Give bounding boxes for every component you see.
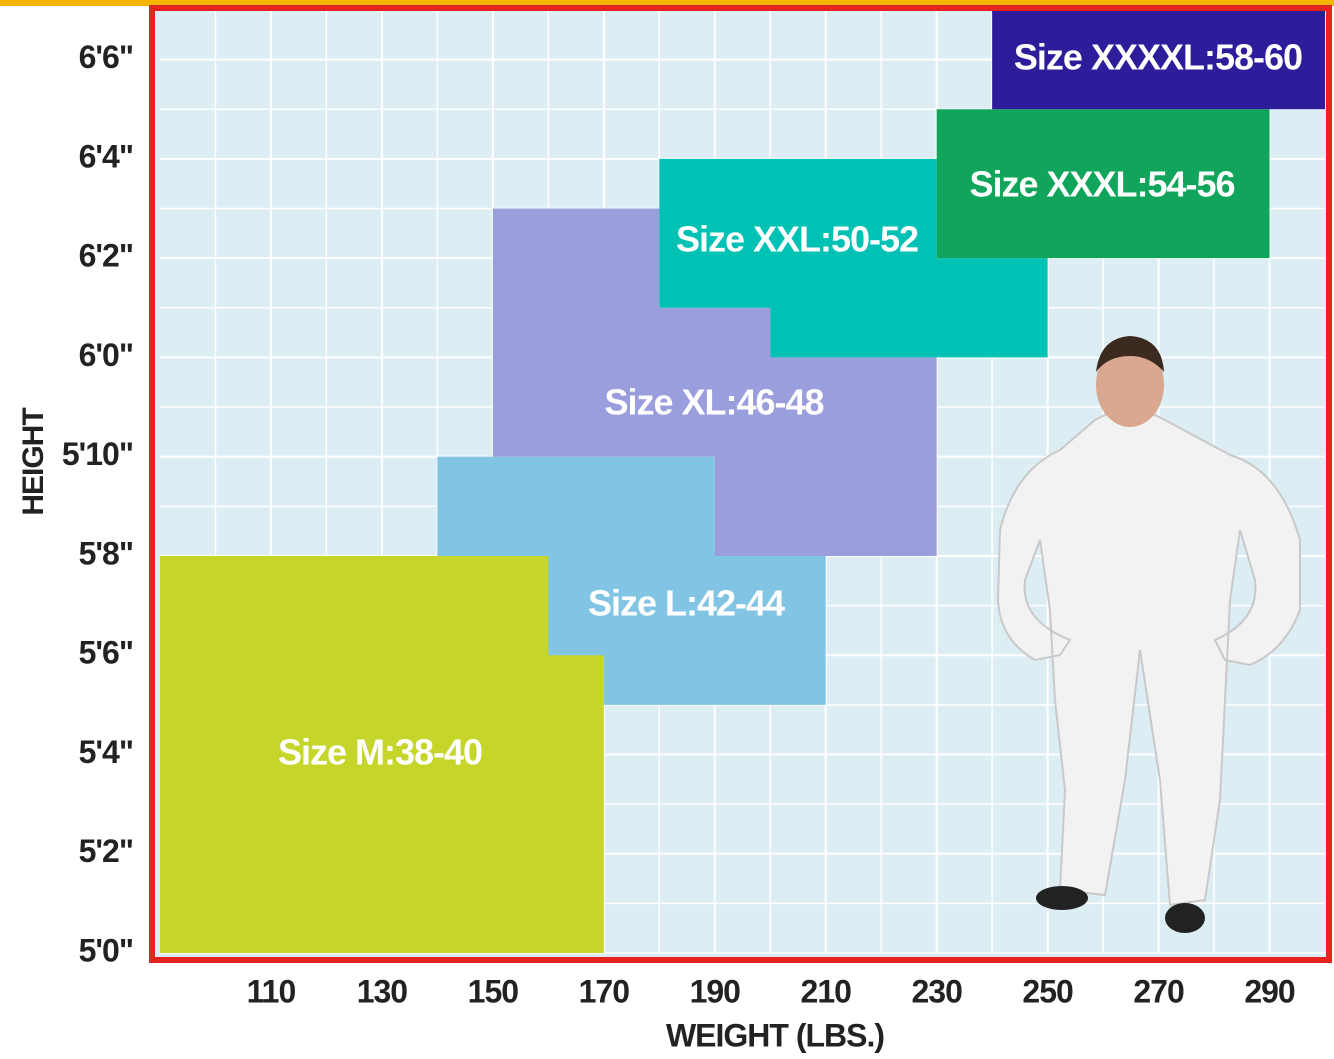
size-region <box>437 456 826 705</box>
x-tick-label: 290 <box>1244 973 1295 1009</box>
y-tick-label: 6'0" <box>79 337 133 373</box>
region-label: Size XXXXL:58-60 <box>1014 37 1302 78</box>
region-label: Size M:38-40 <box>278 732 482 773</box>
x-tick-label: 250 <box>1022 973 1073 1009</box>
y-tick-label: 5'10" <box>62 436 133 472</box>
x-axis-label: WEIGHT (LBS.) <box>666 1017 884 1053</box>
y-axis-label: HEIGHT <box>17 408 50 516</box>
person-figure <box>996 336 1301 933</box>
y-tick-label: 6'2" <box>79 238 133 274</box>
x-tick-label: 110 <box>247 973 296 1009</box>
y-tick-label: 5'4" <box>79 734 133 770</box>
x-tick-label: 210 <box>801 973 852 1009</box>
top-bar <box>0 0 1334 6</box>
size-region <box>492 208 937 556</box>
size-region <box>160 555 604 953</box>
region-label: Size L:42-44 <box>588 583 785 624</box>
size-region <box>936 109 1270 259</box>
x-tick-label: 150 <box>468 973 519 1009</box>
y-tick-label: 6'6" <box>79 39 133 75</box>
size-region <box>992 10 1325 110</box>
x-tick-label: 130 <box>357 973 408 1009</box>
region-label: Size XL:46-48 <box>604 382 823 423</box>
y-tick-label: 6'4" <box>79 138 133 174</box>
frame <box>149 5 1332 963</box>
y-tick-label: 5'2" <box>79 833 133 869</box>
x-tick-label: 170 <box>579 973 630 1009</box>
y-tick-label: 5'6" <box>79 635 133 671</box>
ticks: 110 130 150 170 190 210 230 250 270 290 5'0" 5'2" 5'… <box>62 39 1296 1009</box>
x-tick-label: 230 <box>911 973 962 1009</box>
x-tick-label: 270 <box>1133 973 1184 1009</box>
y-tick-label: 5'8" <box>79 535 133 571</box>
region-label: Size XXXL:54-56 <box>969 164 1234 205</box>
y-tick-label: 5'0" <box>79 932 133 968</box>
size-region <box>659 158 1048 358</box>
regions: Size M:38-40 Size L:42-44 Size XL:46-48 Siz… <box>160 10 1325 953</box>
x-tick-label: 190 <box>690 973 741 1009</box>
region-label: Size XXL:50-52 <box>676 219 918 260</box>
